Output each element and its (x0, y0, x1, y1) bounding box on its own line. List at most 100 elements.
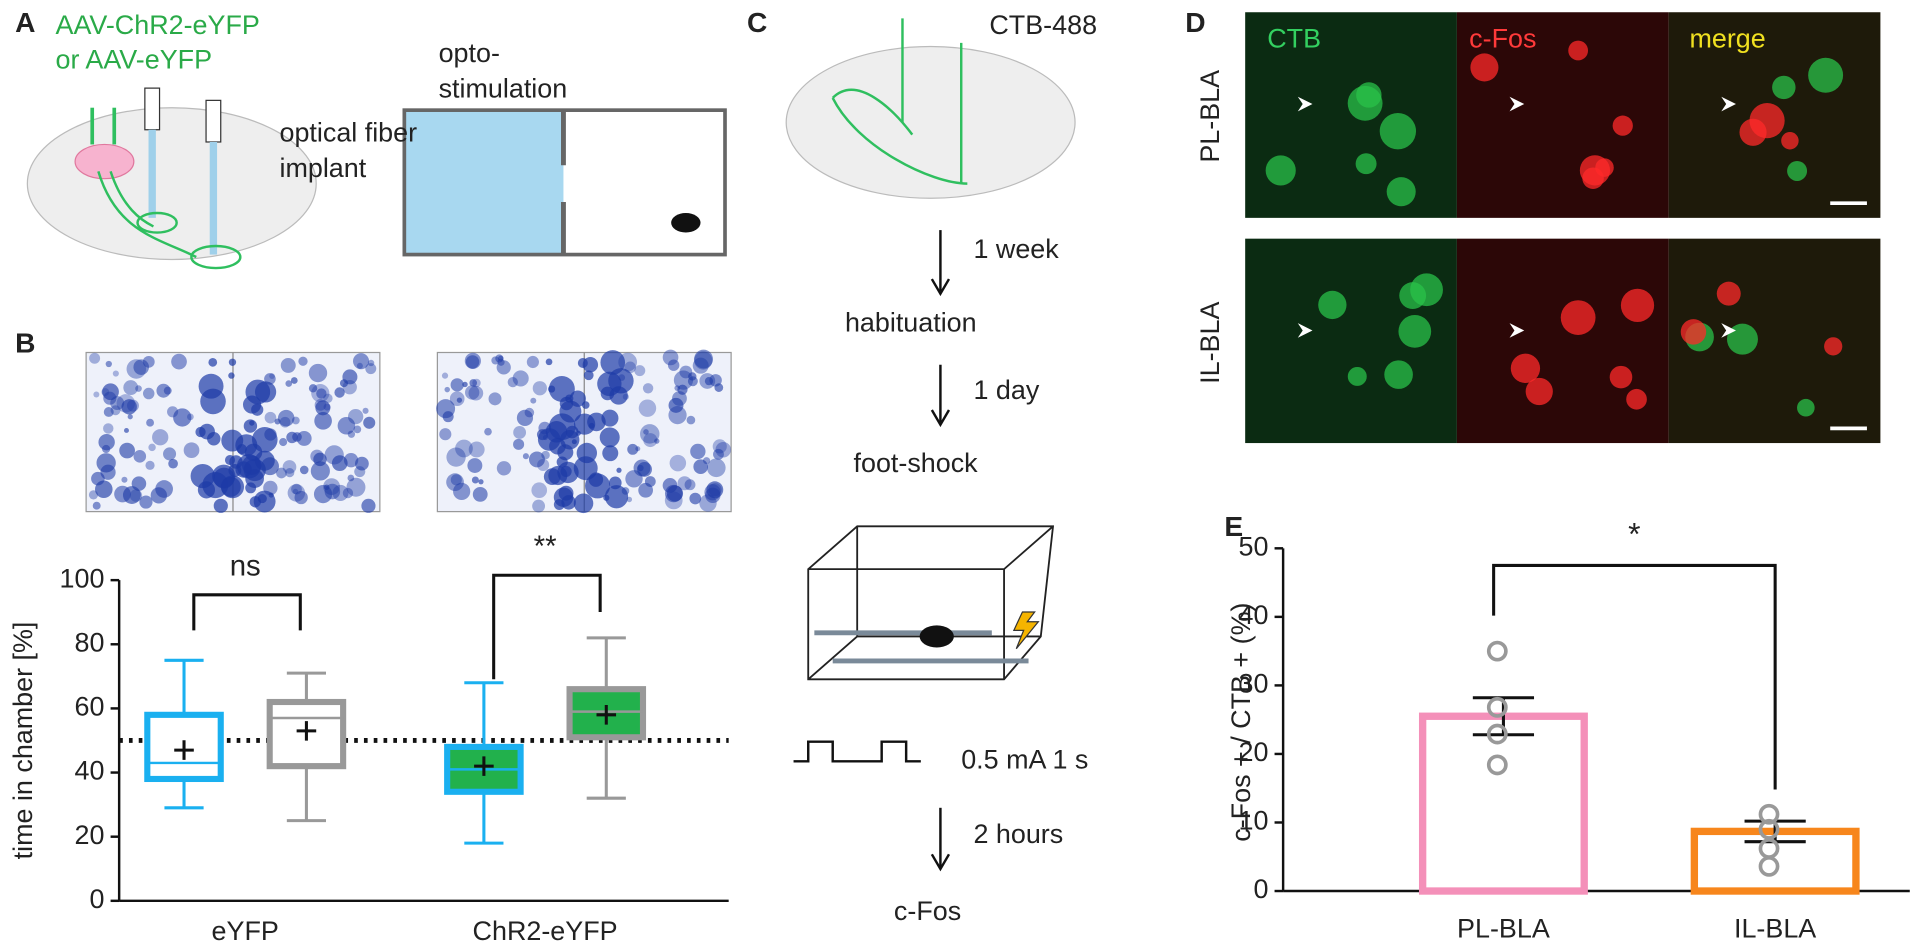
y-tick-label: 60 (75, 692, 105, 722)
data-point (1486, 640, 1508, 662)
heat-blob (139, 495, 153, 509)
micrograph (1456, 12, 1669, 218)
heat-blob (279, 438, 288, 447)
heat-blob (110, 396, 125, 411)
heat-blob (693, 459, 708, 474)
brain-outline (785, 45, 1076, 199)
micrograph (1456, 238, 1669, 444)
heat-blob (124, 427, 129, 433)
shock-box (807, 525, 1055, 681)
fiber (205, 99, 222, 143)
significance-label: ** (534, 530, 557, 563)
panel-label: B (15, 328, 35, 359)
heat-blob (478, 479, 484, 485)
timeline-step: foot-shock (854, 448, 979, 478)
heat-blob (314, 399, 327, 411)
panel-label: C (747, 7, 767, 38)
row-label: IL-BLA (1195, 302, 1225, 384)
heat-blob (513, 438, 525, 450)
heat-blob (560, 465, 572, 478)
arrowhead (930, 409, 951, 428)
timeline-step: 1 day (973, 375, 1039, 405)
light-beam (209, 141, 218, 255)
heat-blob (642, 383, 654, 394)
arrowhead-marker (1509, 96, 1525, 112)
significance-bracket (492, 573, 602, 680)
heat-blob (249, 420, 255, 426)
y-tick-label: 0 (1253, 874, 1268, 904)
heat-blob (253, 490, 276, 513)
heat-blob (662, 349, 679, 366)
heat-blob (573, 413, 596, 435)
heat-blob (133, 450, 147, 463)
injection-site (74, 143, 135, 180)
heat-blob (571, 439, 577, 445)
significance-label: ns (230, 550, 261, 583)
heat-blob (537, 458, 550, 472)
heat-blob (135, 385, 142, 392)
heat-blob (264, 411, 277, 424)
heat-blob (444, 386, 450, 393)
cell (1384, 360, 1413, 389)
heat-blob (242, 395, 262, 414)
heat-blob (110, 405, 121, 416)
heat-blob (365, 363, 377, 375)
y-tick-label: 30 (1238, 669, 1268, 699)
cell (1612, 115, 1633, 136)
arrowhead-marker (1721, 96, 1736, 112)
y-tick-label: 40 (1238, 600, 1268, 630)
y-tick-label: 50 (1238, 531, 1268, 561)
heat-blob (315, 400, 331, 416)
mean-marker (296, 721, 317, 741)
cell (1824, 337, 1843, 356)
heat-blob (103, 423, 114, 434)
heat-blob (667, 359, 680, 371)
heat-blob (472, 378, 481, 388)
heat-blob (269, 373, 275, 379)
y-tick-label: 20 (1238, 737, 1268, 767)
heat-blob (155, 480, 173, 498)
heat-blob (668, 397, 684, 413)
bar (1418, 712, 1588, 895)
target (190, 244, 242, 270)
heat-blob (686, 415, 696, 425)
heat-blob (585, 473, 611, 499)
heat-blob (699, 373, 716, 389)
heat-blob (465, 385, 480, 400)
heat-blob (367, 359, 375, 367)
cell (1797, 398, 1815, 417)
heat-blob (207, 432, 221, 446)
heat-blob (565, 425, 579, 439)
heat-blob (704, 484, 721, 501)
panel-label: A (15, 7, 35, 38)
heat-blob (468, 385, 484, 401)
heat-blob (601, 409, 619, 427)
heat-blob (228, 372, 235, 379)
box (144, 711, 224, 783)
heat-blob (296, 430, 312, 446)
heat-blob (634, 365, 646, 377)
heat-blob (103, 406, 114, 417)
cell (1386, 177, 1416, 207)
projection (109, 170, 154, 228)
virus-label: or AAV-eYFP (56, 44, 213, 74)
cell (1398, 315, 1432, 348)
heat-blob (198, 373, 224, 399)
heat-blob (644, 476, 656, 487)
cell (1470, 53, 1499, 82)
arrowhead (930, 278, 951, 297)
heat-blob (208, 357, 218, 367)
heat-blob (654, 438, 660, 444)
heat-blob (280, 357, 296, 373)
heat-blob (187, 413, 194, 421)
heat-blob (472, 486, 488, 502)
heat-blob (450, 474, 462, 486)
heat-blob (498, 355, 504, 362)
heat-blob (352, 353, 370, 370)
heat-blob (549, 437, 566, 455)
heat-blob (548, 385, 556, 393)
heat-blob (531, 482, 548, 499)
heat-blob (127, 414, 133, 420)
light-beam (148, 129, 156, 218)
heat-blob (290, 377, 298, 384)
